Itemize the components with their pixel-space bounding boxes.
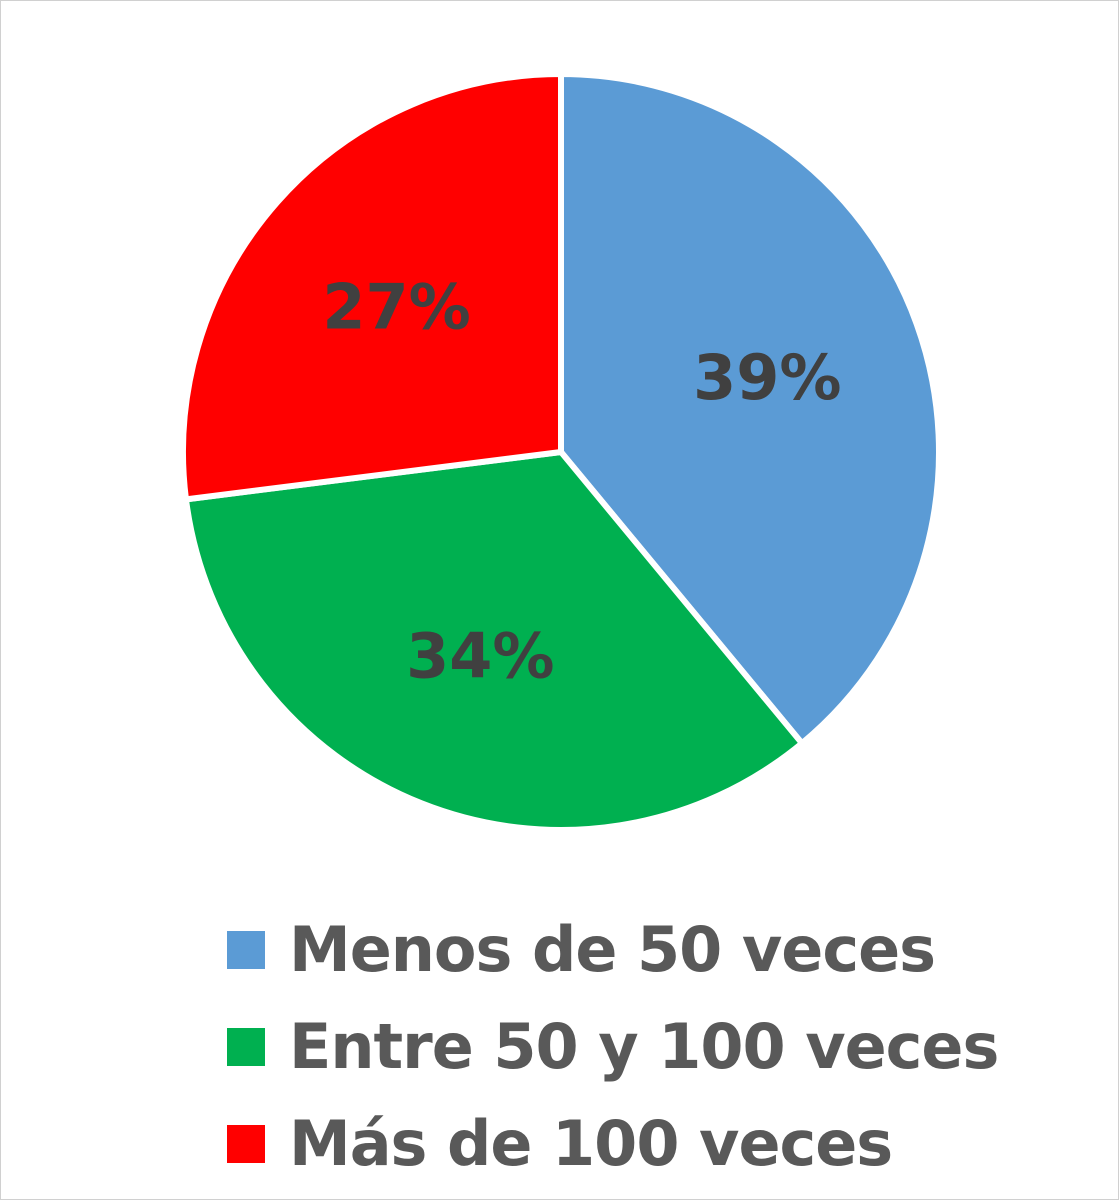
legend-item-menos-de-50: Menos de 50 veces <box>227 901 998 998</box>
pie-slice-0 <box>558 71 942 747</box>
data-label-1: 34% <box>406 619 554 692</box>
data-label-2: 27% <box>322 271 470 344</box>
legend-label: Menos de 50 veces <box>289 913 936 986</box>
legend-swatch-green <box>227 1027 265 1066</box>
pie-chart: 39% 34% 27% <box>180 71 942 833</box>
pie-slice-2 <box>180 71 564 503</box>
legend-swatch-blue <box>227 930 265 969</box>
legend-label: Entre 50 y 100 veces <box>289 1010 999 1083</box>
legend-item-entre-50-y-100: Entre 50 y 100 veces <box>227 998 999 1095</box>
legend: Menos de 50 veces Entre 50 y 100 veces M… <box>227 901 999 1192</box>
legend-swatch-red <box>227 1124 265 1163</box>
pie-slice-1 <box>182 449 805 833</box>
legend-item-mas-de-100: Más de 100 veces <box>227 1095 998 1192</box>
legend-label: Más de 100 veces <box>289 1107 893 1180</box>
data-label-0: 39% <box>693 341 841 414</box>
